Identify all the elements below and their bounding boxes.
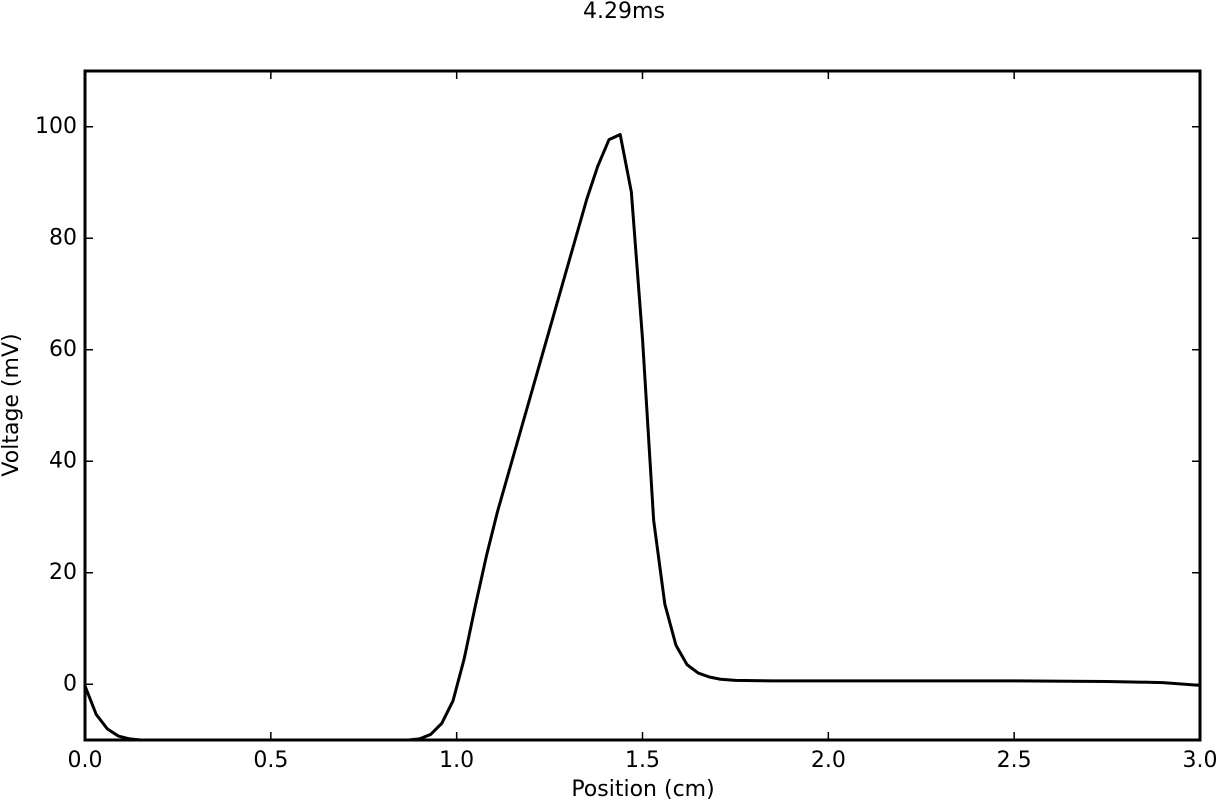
- y-tick-label: 0: [63, 671, 77, 696]
- x-tick-label: 0.5: [253, 748, 288, 773]
- x-tick-label: 1.5: [625, 748, 660, 773]
- x-tick-label: 2.0: [811, 748, 846, 773]
- x-axis-label: Position (cm): [571, 777, 714, 802]
- y-tick-label: 40: [49, 448, 77, 473]
- data-line: [83, 133, 1201, 742]
- x-tick-label: 2.5: [997, 748, 1032, 773]
- y-axis-label: Voltage (mV): [0, 333, 24, 476]
- plot-frame: [83, 69, 1202, 742]
- x-tick-label: 3.0: [1183, 748, 1218, 773]
- x-tick-label: 1.0: [439, 748, 474, 773]
- x-tick-label: 0.0: [68, 748, 103, 773]
- y-tick-label: 20: [49, 560, 77, 585]
- y-tick-label: 60: [49, 337, 77, 362]
- y-tick-label: 80: [49, 225, 77, 250]
- y-tick-label: 100: [35, 114, 77, 139]
- chart-title: 4.29ms: [583, 0, 665, 24]
